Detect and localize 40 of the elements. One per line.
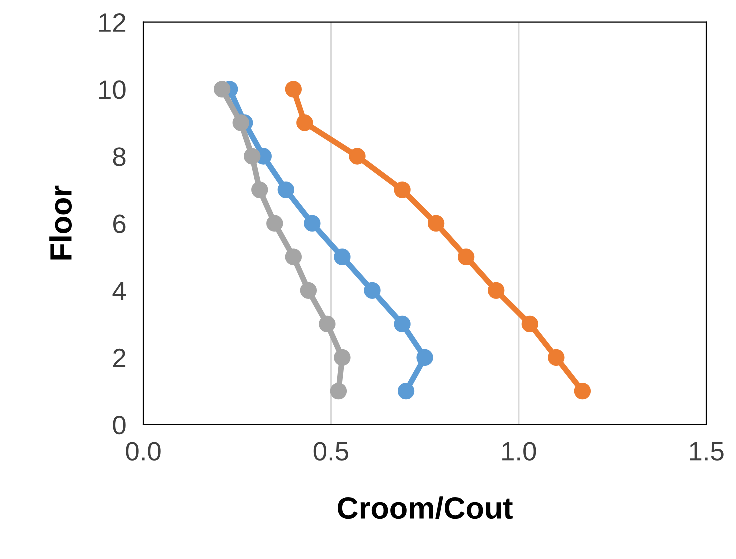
point xyxy=(548,349,565,366)
x-tick-label: 1.5 xyxy=(690,442,724,461)
point xyxy=(285,248,302,266)
point xyxy=(319,316,336,333)
point xyxy=(334,349,351,366)
x-tick-label: 0.5 xyxy=(314,442,348,461)
point xyxy=(266,215,284,232)
point xyxy=(394,316,411,333)
x-axis-title: Croom/Cout xyxy=(338,496,513,520)
point xyxy=(252,182,268,198)
point xyxy=(334,248,351,266)
point xyxy=(349,148,366,165)
point xyxy=(244,148,261,165)
point xyxy=(574,382,592,400)
y-tick-label: 2 xyxy=(114,348,126,368)
y-tick-label: 4 xyxy=(112,282,126,300)
point xyxy=(278,182,294,198)
y-tick-label: 8 xyxy=(113,148,126,166)
y-tick-label: 12 xyxy=(100,13,126,32)
point xyxy=(300,282,318,300)
y-axis-title: Floor xyxy=(50,186,72,260)
point xyxy=(428,215,445,232)
point xyxy=(458,248,475,266)
y-tick-label: 0 xyxy=(113,416,126,435)
point xyxy=(398,382,415,400)
point xyxy=(394,182,411,198)
point xyxy=(488,282,505,300)
point xyxy=(232,114,250,132)
point xyxy=(330,382,348,400)
point xyxy=(285,81,302,98)
point xyxy=(214,81,231,98)
point xyxy=(364,282,381,300)
x-tick-label: 0.0 xyxy=(126,442,161,461)
point xyxy=(522,316,538,333)
point xyxy=(304,215,321,232)
y-tick-label: 6 xyxy=(114,214,126,234)
x-tick-label: 1.0 xyxy=(502,442,536,461)
point xyxy=(296,114,314,132)
point xyxy=(416,349,434,366)
y-tick-label: 10 xyxy=(100,80,126,100)
